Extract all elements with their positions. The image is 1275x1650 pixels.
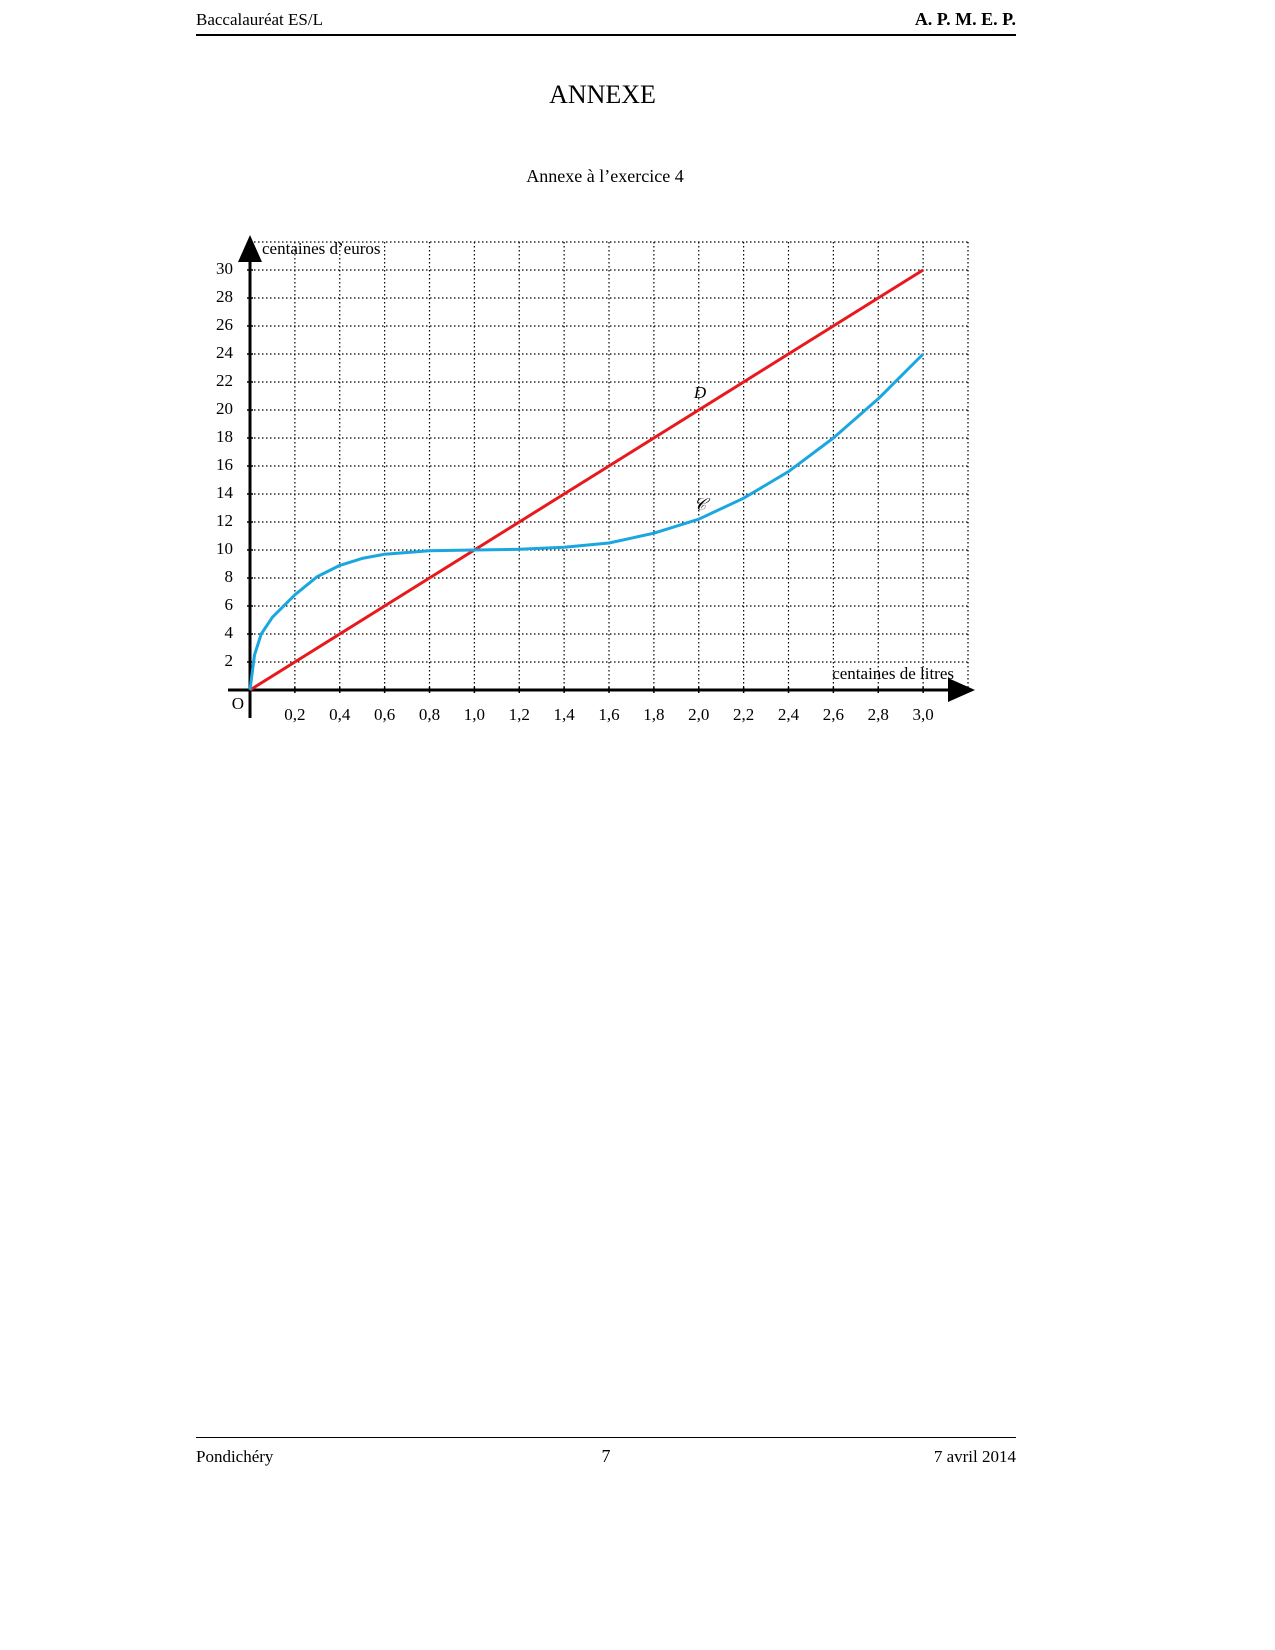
chart: 0,2 0,4 0,6 0,8 1,0 1,2 1,4 1,6 1,8 2,0 2,2 2,4 2,6 2…	[216, 235, 975, 724]
header-rule	[196, 34, 1016, 36]
x-tick-label: 1,8	[643, 705, 664, 724]
x-tick-label: 2,8	[868, 705, 889, 724]
x-tick-label: 0,2	[284, 705, 305, 724]
y-tick-label: 26	[216, 315, 233, 334]
title: ANNEXE	[549, 80, 656, 109]
series-line	[249, 268, 924, 692]
y-tick-label: 30	[216, 259, 233, 278]
y-tick-label: 20	[216, 399, 233, 418]
x-tick-label: 0,8	[419, 705, 440, 724]
x-tick-label: 1,6	[598, 705, 619, 724]
footer-right: 7 avril 2014	[933, 1447, 1016, 1466]
y-tick-label: 12	[216, 511, 233, 530]
x-tick-label: 2,0	[688, 705, 709, 724]
footer-rule	[196, 1437, 1016, 1438]
footer-center: 7	[601, 1446, 611, 1466]
header-left: Baccalauréat ES/L	[196, 10, 323, 29]
y-tick-label: 22	[216, 371, 233, 390]
y-axis-label: centaines d’euros	[262, 239, 380, 258]
header-right: A. P. M. E. P.	[914, 9, 1016, 29]
y-tick-label: 10	[216, 539, 233, 558]
curve-label: D	[693, 383, 707, 402]
y-tick-label: 6	[225, 595, 234, 614]
curve-label: 𝒞	[694, 495, 711, 514]
y-tick-label: 28	[216, 287, 233, 306]
x-tick-label: 1,2	[509, 705, 530, 724]
y-tick-label: 14	[216, 483, 234, 502]
y-tick-label: 2	[225, 651, 234, 670]
y-tick-label: 8	[225, 567, 234, 586]
y-tick-label: 18	[216, 427, 233, 446]
y-tick-label: 16	[216, 455, 233, 474]
x-axis-label: centaines de litres	[832, 664, 954, 683]
x-tick-label: 1,0	[464, 705, 485, 724]
x-tick-label: 2,2	[733, 705, 754, 724]
y-tick-label: 24	[216, 343, 234, 362]
x-tick-label: 3,0	[913, 705, 934, 724]
x-tick-label: 2,6	[823, 705, 844, 724]
y-tick-label: 4	[225, 623, 234, 642]
x-tick-label: 0,6	[374, 705, 395, 724]
x-tick-label: 1,4	[554, 705, 576, 724]
subtitle: Annexe à l’exercice 4	[526, 166, 684, 186]
origin-label: O	[232, 694, 244, 713]
footer-left: Pondichéry	[196, 1447, 274, 1466]
x-tick-label: 0,4	[329, 705, 351, 724]
series-line	[248, 352, 925, 691]
x-tick-label: 2,4	[778, 705, 800, 724]
